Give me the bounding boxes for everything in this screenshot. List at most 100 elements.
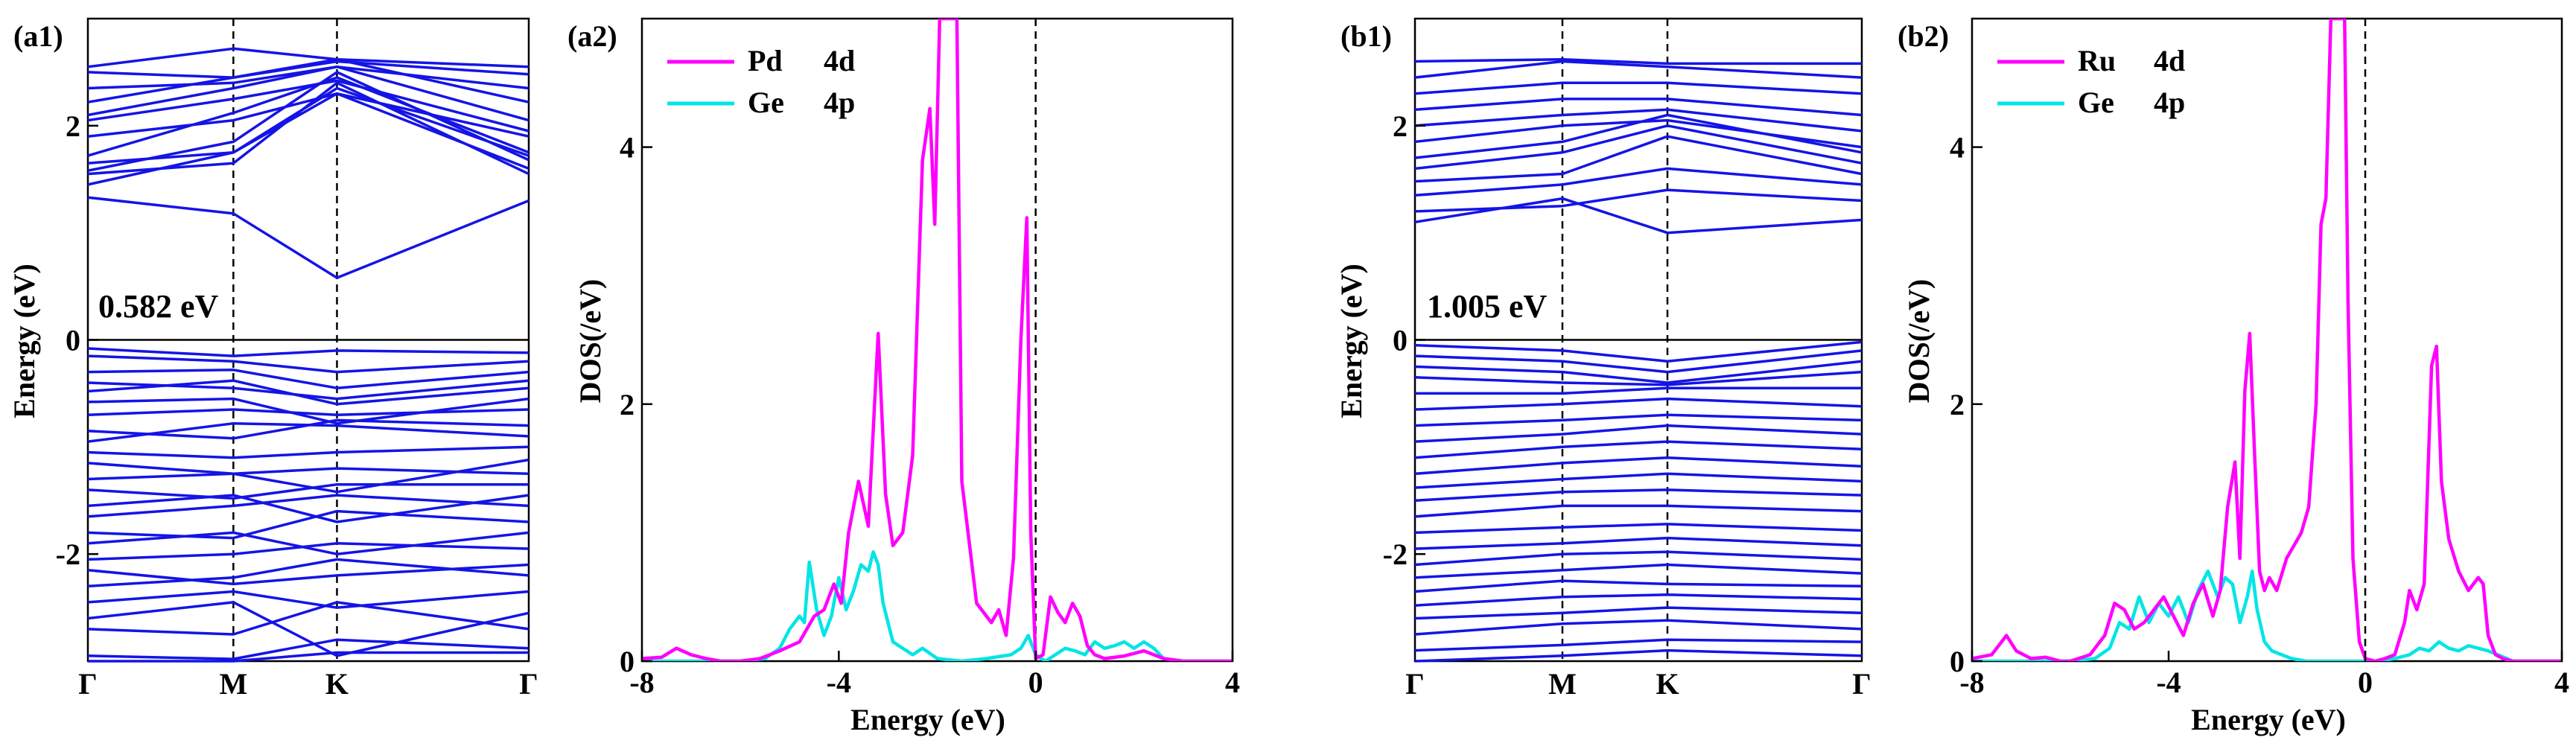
- band-line-a1: [87, 494, 529, 518]
- band-line-b1: [1415, 386, 1862, 395]
- band-line-a1: [87, 369, 529, 389]
- panel-label-b2: (b2): [1898, 19, 1949, 53]
- band-line-b1: [1414, 619, 1863, 636]
- band-line-a1: [87, 354, 529, 374]
- band-line-a1: [87, 531, 529, 555]
- band-line-b1: [1414, 57, 1862, 66]
- band-line-b1: [1414, 98, 1863, 117]
- x-tick-label-b1: K: [1656, 667, 1679, 701]
- band-line-a1: [87, 418, 529, 440]
- band-line-a1: [87, 397, 529, 425]
- panel-label-b1: (b1): [1341, 19, 1392, 53]
- band-line-a1: [87, 421, 529, 443]
- y-tick-label-b1: 2: [1393, 109, 1408, 143]
- band-line-b1: [1414, 413, 1863, 427]
- x-tick-label-b2: 0: [2358, 666, 2373, 699]
- band-line-a1: [87, 196, 529, 279]
- band-line-a1: [87, 590, 529, 609]
- band-line-b1: [1414, 488, 1863, 503]
- band-line-a1: [87, 558, 529, 588]
- band-line-b1: [1414, 424, 1863, 443]
- band-line-b1: [1414, 349, 1863, 374]
- y-axis-title-b2: DOS(/eV): [1902, 279, 1936, 404]
- x-tick-label-a1: Γ: [78, 667, 97, 701]
- plot-frame-b2: [1971, 17, 2563, 663]
- y-tick-label-b2: 4: [1950, 131, 1965, 165]
- legend-shell-ge-a2: 4p: [824, 86, 855, 119]
- band-line-b1: [1414, 188, 1863, 213]
- x-tick-label-b2: 4: [2554, 666, 2569, 699]
- band-line-a1: [87, 81, 529, 176]
- band-line-b1: [1414, 638, 1863, 652]
- band-line-a1: [87, 79, 529, 133]
- band-line-b1: [1414, 370, 1863, 386]
- y-tick-label-b1: 0: [1393, 324, 1408, 357]
- band-line-a1: [87, 445, 529, 459]
- band-line-b1: [1414, 593, 1863, 607]
- dos-series-ge-b2: [1972, 569, 2562, 661]
- band-line-a1: [87, 509, 529, 540]
- y-axis-title-a1: Energy (eV): [7, 264, 41, 418]
- y-tick-label-b2: 0: [1950, 645, 1965, 678]
- y-axis-title-b1: Energy (eV): [1335, 264, 1368, 418]
- legend-orbital-ge-a2: Ge: [748, 86, 784, 119]
- band-line-b1: [1414, 397, 1863, 411]
- band-line-a1: [87, 86, 529, 165]
- y-tick-label-b2: 2: [1950, 388, 1965, 421]
- band-line-b1: [1414, 440, 1863, 459]
- band-line-a1: [87, 458, 529, 494]
- band-line-b1: [1414, 167, 1863, 197]
- band-line-b1: [1414, 523, 1863, 535]
- band-line-b1: [1414, 536, 1863, 550]
- band-line-b1: [1414, 124, 1863, 170]
- band-line-b1: [1414, 504, 1863, 518]
- y-tick-label-b1: -2: [1383, 538, 1408, 571]
- x-tick-label-b2: -4: [2156, 666, 2181, 699]
- x-tick-label-a2: 4: [1225, 666, 1240, 699]
- band-line-b1: [1414, 135, 1863, 183]
- band-line-a1: [87, 47, 529, 68]
- x-tick-label-b1: M: [1548, 667, 1577, 701]
- legend-orbital-ge-b2: Ge: [2078, 86, 2114, 119]
- y-tick-label-a1: 0: [66, 324, 80, 357]
- x-axis-title-b2: Energy (eV): [2191, 703, 2346, 736]
- legend-shell-ru-b2: 4d: [2154, 44, 2185, 77]
- band-line-b1: [1414, 197, 1863, 235]
- y-tick-label-a2: 2: [620, 388, 635, 421]
- panel-label-a2: (a2): [567, 19, 617, 53]
- x-tick-label-a1: Γ: [519, 667, 538, 701]
- dos-series-ge-a2: [642, 550, 1233, 661]
- x-tick-label-b1: Γ: [1405, 667, 1424, 701]
- dos-series-ru-b2: [1972, 19, 2562, 661]
- band-line-b1: [1414, 550, 1863, 567]
- y-tick-label-a2: 4: [620, 131, 635, 165]
- band-line-b1: [1414, 456, 1863, 476]
- band-line-b1: [1414, 579, 1863, 593]
- band-line-a1: [87, 92, 529, 138]
- dos-series-pd-a2: [642, 19, 1233, 661]
- band-line-a1: [88, 651, 529, 663]
- x-axis-title-a2: Energy (eV): [850, 703, 1005, 736]
- x-tick-label-a2: -4: [827, 666, 851, 699]
- x-tick-label-a1: M: [219, 667, 247, 701]
- legend-shell-ge-b2: 4p: [2154, 86, 2185, 119]
- y-axis-title-a2: DOS(/eV): [573, 279, 607, 404]
- band-line-b1: [1414, 108, 1863, 133]
- band-line-a1: [87, 638, 529, 660]
- band-line-a1: [87, 482, 529, 500]
- band-line-a1: [87, 494, 529, 523]
- band-gap-label-b1: 1.005 eV: [1427, 288, 1548, 325]
- band-line-b1: [1414, 648, 1863, 663]
- legend-orbital-pd-a2: Pd: [748, 44, 783, 77]
- band-line-b1: [1414, 118, 1863, 149]
- band-line-a1: [87, 467, 529, 481]
- band-line-a1: [87, 601, 529, 636]
- plot-layer: -2 0 2 Γ M K Γ -8 -4 0 4 0 2 4 Pd 4d Ge 4p -2 0 2 Γ M K Γ -8 -4 0 4 0…: [56, 17, 2569, 701]
- band-line-b1: [1414, 563, 1863, 579]
- band-line-a1: [87, 65, 529, 122]
- y-tick-label-a2: 0: [620, 645, 635, 678]
- band-line-a1: [87, 563, 529, 586]
- band-line-b1: [1414, 606, 1863, 620]
- panel-label-a1: (a1): [13, 19, 63, 53]
